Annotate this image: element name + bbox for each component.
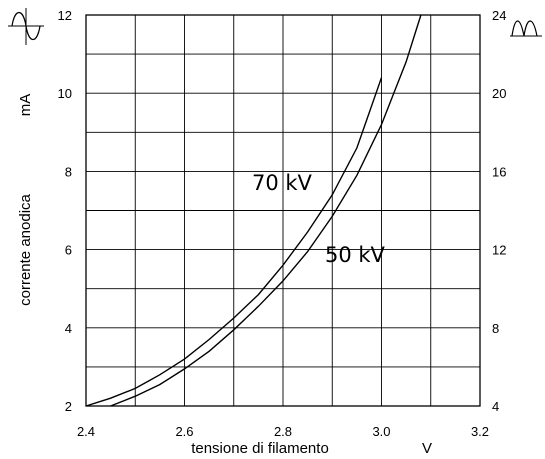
sine-wave-icon: [8, 8, 44, 45]
x-tick-label: 2.6: [175, 424, 193, 439]
y2-tick-label: 20: [492, 86, 506, 101]
y-tick-label: 12: [58, 8, 72, 23]
x-tick-label: 2.8: [274, 424, 292, 439]
y2-tick-label: 24: [492, 8, 506, 23]
y2-tick-label: 8: [492, 321, 499, 336]
x-tick-label: 3.2: [471, 424, 489, 439]
y-tick-label: 4: [65, 321, 72, 336]
grid: [86, 15, 480, 406]
curve-label-50kv: 50 kV: [325, 243, 386, 267]
plot-frame: [85, 14, 481, 407]
x-tick-label: 2.4: [77, 424, 95, 439]
series-line-70kv: [85, 77, 383, 407]
x-axis-label: tensione di filamento: [191, 440, 329, 457]
y-tick-label: 10: [58, 86, 72, 101]
y2-tick-label: 12: [492, 243, 506, 258]
y-axis-label: corrente anodica: [17, 193, 34, 305]
x-axis-unit: V: [422, 440, 432, 457]
y-tick-label: 2: [65, 399, 72, 414]
y-axis-unit: mA: [17, 94, 34, 117]
curve-label-70kv: 70 kV: [252, 171, 313, 195]
x-tick-label: 3.0: [372, 424, 390, 439]
y-tick-label: 6: [65, 243, 72, 258]
series-line-50kv: [110, 14, 422, 407]
y2-tick-label: 4: [492, 399, 499, 414]
y2-tick-label: 16: [492, 164, 506, 179]
curves: [85, 14, 422, 407]
rectified-wave-icon: [510, 20, 542, 37]
y-tick-label: 8: [65, 164, 72, 179]
